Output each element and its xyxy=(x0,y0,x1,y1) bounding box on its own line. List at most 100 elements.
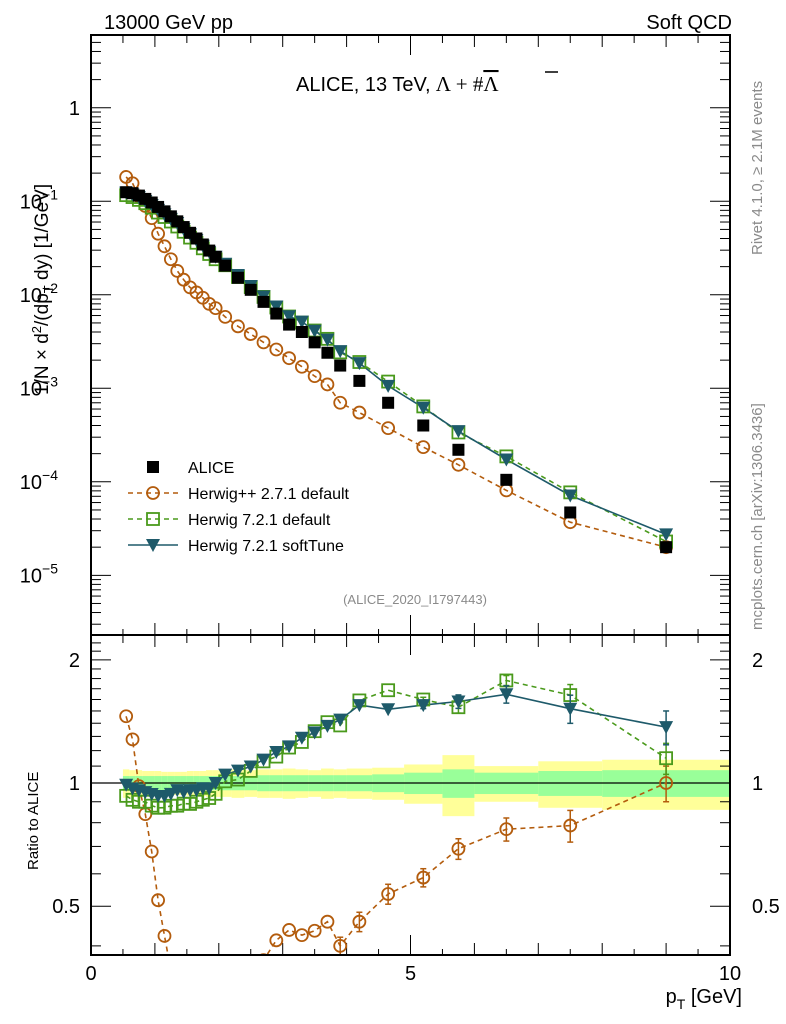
y-tick-label: 10−5 xyxy=(20,560,58,587)
y-tick-label: 10−4 xyxy=(20,467,58,494)
herwig-2-7-1-default-point xyxy=(381,421,396,436)
herwig-2-7-1-default-point xyxy=(243,327,258,341)
x-tick-label: 10 xyxy=(719,963,741,985)
herwig-2-7-1-default-point xyxy=(218,310,233,324)
alice-data-point xyxy=(295,325,308,338)
herwig-7-2-1-softtune-point xyxy=(352,357,367,371)
herwig-2-7-1-default-ratio-point xyxy=(144,844,159,859)
herwig-2-7-1-default-point xyxy=(151,226,165,241)
herwig-7-2-1-softtune-ratio-point xyxy=(659,721,674,735)
herwig-7-2-1-softtune-point xyxy=(381,379,396,393)
y-tick-label: 10−3 xyxy=(20,373,58,400)
ratio-axis-ticks: 0.5 0.5 1 1 2 2 0 5 10 xyxy=(52,635,780,985)
ratio-panel: 0.5 0.5 1 1 2 2 0 5 10 Ratio to ALICE pT [GeV] xyxy=(25,634,780,1024)
herwig-2-7-1-default-ratio-point xyxy=(659,776,673,790)
legend: ALICE Herwig++ 2.7.1 default Herwig 7.2.1 … xyxy=(128,460,350,555)
alice-data-point xyxy=(500,473,513,486)
alice-data-point xyxy=(209,250,222,263)
spectrum-panel: 1 10−1 10−2 10−3 10−4 10−5 ALICE, 13 TeV, Λ +… xyxy=(20,34,731,636)
x-tick-label: 0 xyxy=(85,963,96,985)
herwig-2-7-1-default-point xyxy=(307,369,322,384)
legend-herwig-7-2-1-default-label: Herwig 7.2.1 default xyxy=(188,512,331,529)
herwig-2-7-1-default-ratio-point xyxy=(269,933,284,948)
herwig-7-2-1-softtune-ratio-point xyxy=(352,699,367,713)
plot-title: ALICE, 13 TeV, Λ + #Λ xyxy=(296,72,499,96)
herwig-2-7-1-default-ratio-point xyxy=(563,818,578,833)
herwig-7-2-1-softtune-point xyxy=(659,528,674,542)
legend-alice-marker xyxy=(147,461,159,473)
herwig-7-2-1-softtune-ratio-point xyxy=(381,703,396,717)
herwig-2-7-1-default-point xyxy=(231,319,245,334)
ratio-y-tick-label-right: 2 xyxy=(752,650,763,672)
herwig-7-2-1-softtune-point xyxy=(451,425,466,439)
legend-herwig-7-2-1-softtune-label: Herwig 7.2.1 softTune xyxy=(188,538,344,555)
herwig-7-2-1-softtune-ratio-point xyxy=(294,731,309,745)
spectrum-frame xyxy=(90,34,731,636)
herwig-7-2-1-softtune-ratio-point xyxy=(416,699,431,713)
alice-data-point xyxy=(660,541,673,554)
herwig-7-2-1-softtune-point xyxy=(333,345,348,359)
herwig-2-7-1-default-ratio-point xyxy=(232,989,244,1001)
herwig-2-7-1-default-ratio-point xyxy=(499,822,514,837)
ratio-frame xyxy=(90,634,731,956)
herwig-2-7-1-default-point xyxy=(416,440,431,455)
herwig-7-2-1-default-ratio-point xyxy=(659,751,673,766)
herwig-2-7-1-default-ratio-point xyxy=(352,914,367,929)
alice-data-point xyxy=(257,295,270,308)
herwig-2-7-1-default-point xyxy=(282,351,296,366)
herwig-7-2-1-softtune-ratio-point xyxy=(333,713,348,727)
alice-data-point xyxy=(231,271,244,284)
herwig-2-7-1-default-ratio-point xyxy=(307,923,322,938)
alice-data-point xyxy=(219,259,232,272)
header-left: 13000 GeV pp xyxy=(104,12,233,34)
herwig-7-2-1-softtune-point xyxy=(416,401,431,415)
herwig-2-7-1-default-ratio-point xyxy=(282,923,296,937)
alice-data-point xyxy=(308,336,321,349)
herwig-2-7-1-default-point xyxy=(451,457,466,472)
analysis-id: (ALICE_2020_I1797443) xyxy=(343,592,487,607)
herwig-7-2-1-softtune-ratio-point xyxy=(269,746,284,760)
alice-data-point xyxy=(452,443,465,456)
xlabel: pT [GeV] xyxy=(666,986,742,1012)
herwig-7-2-1-softtune-point xyxy=(282,310,297,324)
herwig-7-2-1-softtune-ratio-point xyxy=(208,777,223,791)
herwig-2-7-1-default-ratio-point xyxy=(210,1002,222,1014)
herwig-7-2-1-default-ratio-point xyxy=(381,683,396,698)
herwig-7-2-1-softtune-point xyxy=(563,489,578,503)
herwig-7-2-1-softtune-ratio-point xyxy=(282,740,297,754)
herwig-2-7-1-default-ratio-point xyxy=(119,709,134,724)
herwig-2-7-1-default-point xyxy=(170,264,185,278)
herwig-2-7-1-default-ratio-point xyxy=(125,732,140,747)
herwig-7-2-1-softtune-point xyxy=(294,315,309,329)
alice-data-point xyxy=(382,396,395,409)
herwig-2-7-1-default-ratio-point xyxy=(219,1001,231,1013)
alice-data-point xyxy=(244,283,257,296)
herwig-2-7-1-default-spectrum-line xyxy=(125,176,667,548)
herwig-7-2-1-softtune-ratio-point xyxy=(243,760,258,774)
herwig-7-2-1-softtune-ratio-point xyxy=(119,778,134,792)
herwig-2-7-1-default-ratio-point xyxy=(178,1007,190,1019)
alice-data-point xyxy=(353,374,366,387)
alice-data-point xyxy=(417,419,430,432)
herwig-2-7-1-default-ratio-point xyxy=(190,1013,202,1024)
herwig-2-7-1-default-ratio-point xyxy=(184,1016,196,1024)
mcplots-label: mcplots.cern.ch [arXiv:1306.3436] xyxy=(749,403,766,630)
herwig-2-7-1-default-ratio-point xyxy=(165,965,177,977)
herwig-7-2-1-softtune-ratio-point xyxy=(202,782,217,796)
alice-data-point xyxy=(334,359,347,372)
herwig-2-7-1-default-ratio-point xyxy=(333,938,348,953)
herwig-7-2-1-softtune-ratio-point xyxy=(230,764,245,778)
herwig-7-2-1-softtune-ratio-point xyxy=(563,702,578,716)
herwig-2-7-1-default-point xyxy=(320,377,335,392)
herwig-7-2-1-softtune-ratio-point xyxy=(451,695,466,709)
spectrum-axis-ticks: 1 10−1 10−2 10−3 10−4 10−5 xyxy=(20,34,731,635)
herwig-7-2-1-softtune-ratio-point xyxy=(499,688,514,702)
alice-data-point xyxy=(270,307,283,320)
herwig-2-7-1-default-ratio-point xyxy=(157,929,172,943)
herwig-7-2-1-softtune-ratio-point xyxy=(307,726,322,740)
herwig-7-2-1-softtune-point xyxy=(307,324,322,338)
herwig-2-7-1-default-ratio-point xyxy=(151,893,165,908)
herwig-2-7-1-default-ratio-point xyxy=(197,1010,209,1022)
herwig-2-7-1-default-ratio-point xyxy=(171,994,183,1006)
alice-data-point xyxy=(283,318,296,331)
